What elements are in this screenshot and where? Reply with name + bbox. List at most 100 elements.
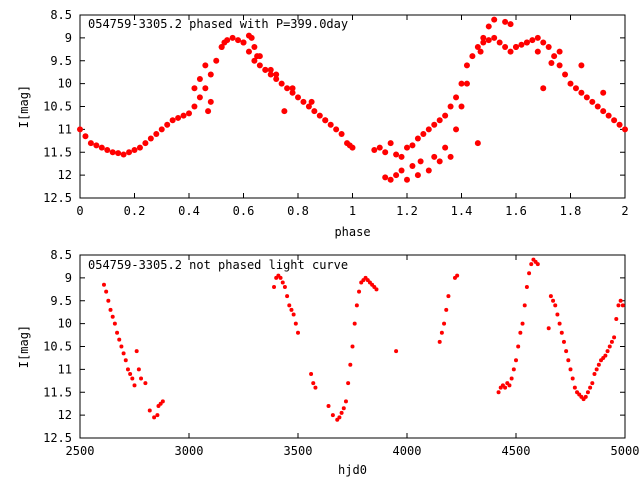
- y-tick-label: 8.5: [50, 248, 72, 262]
- data-point: [308, 98, 315, 105]
- data-point: [453, 126, 460, 133]
- data-point: [158, 401, 163, 406]
- data-point: [480, 39, 487, 46]
- data-point: [191, 85, 198, 92]
- data-point: [267, 71, 274, 78]
- chart-title: 054759-3305.2 phased with P=399.0day: [88, 17, 348, 31]
- data-point: [594, 367, 599, 372]
- data-point: [522, 303, 527, 308]
- x-tick-label: 3000: [175, 444, 204, 458]
- data-point: [442, 144, 449, 151]
- data-point: [620, 303, 625, 308]
- data-point: [98, 144, 105, 151]
- data-point: [123, 358, 128, 363]
- data-point: [583, 394, 588, 399]
- data-point: [446, 294, 451, 299]
- data-point: [463, 80, 470, 87]
- data-point: [273, 71, 280, 78]
- data-point: [562, 71, 569, 78]
- data-point: [155, 413, 160, 418]
- data-point: [578, 89, 585, 96]
- data-point: [491, 34, 498, 41]
- data-point: [551, 298, 556, 303]
- data-point: [578, 62, 585, 69]
- data-point: [588, 385, 593, 390]
- data-point: [291, 312, 296, 317]
- data-point: [112, 321, 117, 326]
- data-points: [77, 16, 628, 183]
- data-point: [551, 53, 558, 60]
- data-point: [420, 130, 427, 137]
- data-point: [594, 103, 601, 110]
- data-point: [205, 108, 212, 115]
- data-point: [180, 112, 187, 119]
- data-point: [101, 282, 106, 287]
- data-point: [442, 112, 449, 119]
- data-point: [352, 321, 357, 326]
- y-axis-label: I[mag]: [17, 85, 31, 128]
- data-point: [566, 358, 571, 363]
- data-point: [534, 48, 541, 55]
- data-point: [567, 80, 574, 87]
- data-point: [134, 349, 139, 354]
- data-point: [322, 117, 329, 124]
- data-point: [583, 94, 590, 101]
- x-axis-label: phase: [334, 225, 370, 239]
- data-point: [278, 80, 285, 87]
- data-point: [618, 298, 623, 303]
- data-point: [496, 390, 501, 395]
- data-point: [348, 362, 353, 367]
- data-point: [600, 89, 607, 96]
- data-point: [622, 126, 628, 133]
- y-tick-label: 11: [58, 362, 72, 376]
- x-tick-label: 3500: [284, 444, 313, 458]
- data-point: [393, 172, 400, 179]
- data-point: [556, 48, 563, 55]
- y-tick-label: 11.5: [43, 385, 72, 399]
- data-point: [524, 285, 529, 290]
- data-point: [136, 144, 143, 151]
- data-point: [287, 303, 292, 308]
- phased-panel: 0 0.2 0.4 0.6 0.8 1 1.2 1.4 1.6 1.8 2 8.5 9 9.5 10 10.5…: [17, 8, 629, 239]
- x-tick-label: 1: [349, 204, 356, 218]
- y-axis-label: I[mag]: [17, 325, 31, 368]
- data-point: [455, 273, 460, 278]
- data-point: [316, 112, 323, 119]
- data-point: [534, 34, 541, 41]
- y-tick-label: 10.5: [43, 100, 72, 114]
- data-point: [568, 367, 573, 372]
- data-point: [382, 149, 389, 156]
- data-point: [387, 140, 394, 147]
- data-point: [115, 330, 120, 335]
- data-point: [607, 344, 612, 349]
- data-point: [82, 133, 89, 140]
- data-point: [570, 376, 575, 381]
- data-point: [104, 289, 109, 294]
- data-point: [425, 167, 432, 174]
- data-point: [553, 303, 558, 308]
- data-point: [546, 326, 551, 331]
- data-point: [535, 262, 540, 267]
- data-point: [343, 399, 348, 404]
- data-point: [128, 371, 133, 376]
- data-point: [213, 57, 220, 64]
- data-point: [509, 376, 514, 381]
- data-point: [175, 114, 182, 121]
- data-point: [330, 413, 335, 418]
- data-point: [444, 307, 449, 312]
- data-point: [282, 285, 287, 290]
- data-point: [207, 98, 214, 105]
- x-tick-label: 0.4: [178, 204, 200, 218]
- data-point: [572, 85, 579, 92]
- data-point: [458, 103, 465, 110]
- data-point: [296, 330, 300, 335]
- data-point: [125, 367, 130, 372]
- data-point: [605, 112, 612, 119]
- data-point: [311, 108, 318, 115]
- data-point: [511, 367, 516, 372]
- data-point: [256, 62, 263, 69]
- data-point: [605, 349, 610, 354]
- data-point: [502, 44, 509, 51]
- data-point: [119, 344, 124, 349]
- data-point: [555, 312, 560, 317]
